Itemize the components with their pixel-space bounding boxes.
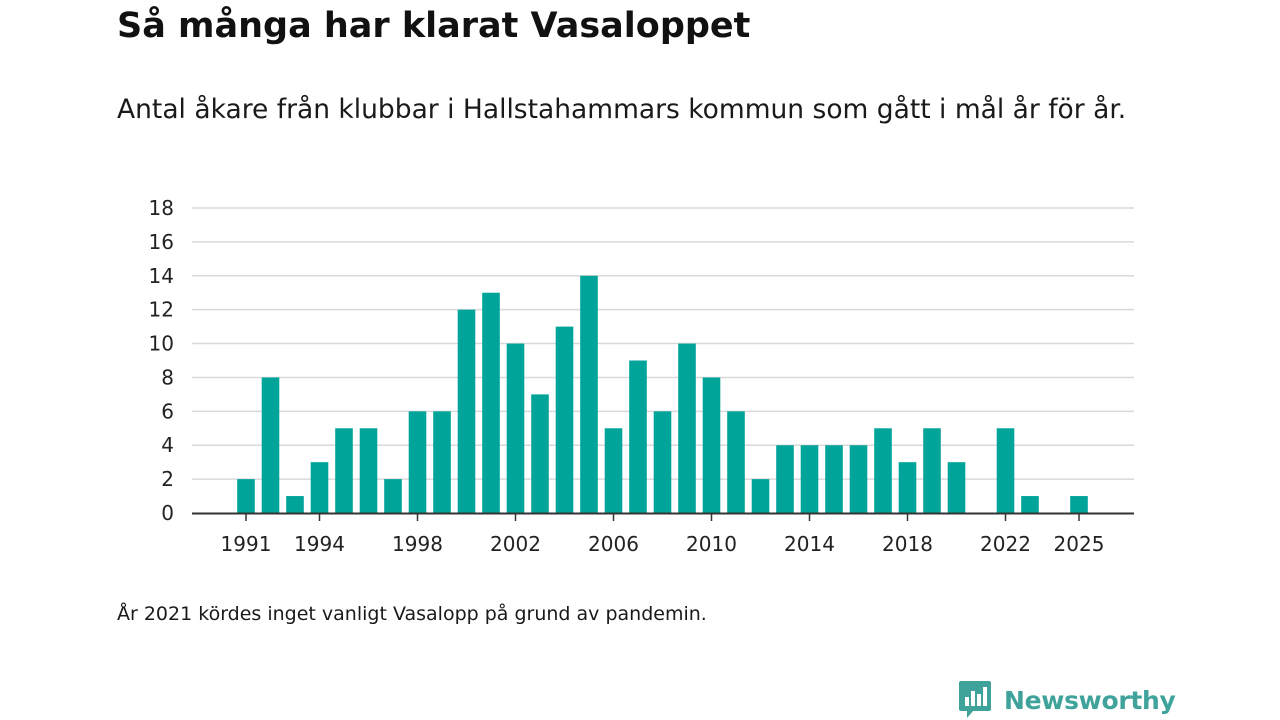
bar-2020 [947,462,966,513]
bar-2019 [923,428,941,513]
bar-2008 [653,411,672,513]
bar-1994 [310,462,329,513]
bar-2005 [580,275,598,513]
y-tick-label: 10 [149,332,174,356]
bar-2017 [874,428,892,513]
chart-title: Så många har klarat Vasaloppet [117,6,751,46]
x-tick-label: 2022 [980,532,1031,556]
bar-2001 [482,292,500,513]
newsworthy-logo-icon [959,681,991,718]
bar-2011 [727,411,745,513]
newsworthy-logo: Newsworthy [958,680,1176,720]
bar-2006 [604,428,623,513]
x-tick-label: 2018 [882,532,933,556]
bars [237,275,1088,513]
x-tick-label: 2010 [686,532,737,556]
x-tick-label: 2002 [490,532,541,556]
x-tick-label: 1991 [221,532,272,556]
bar-2014 [800,445,819,513]
bar-2022 [996,428,1015,513]
bar-1999 [433,411,451,513]
bar-2018 [898,462,917,513]
axes: 0 2 4 6 8 10 12 14 16 18 1991 1994 1998 2002 2006 2010 2… [149,196,1134,556]
x-tick-label: 1998 [392,532,443,556]
y-tick-label: 12 [149,298,174,322]
bar-1991 [237,479,255,513]
x-tick-label: 2025 [1054,532,1105,556]
bar-2013 [776,445,794,513]
brand-name: Newsworthy [1004,685,1176,715]
bar-2007 [629,360,647,513]
bar-2023 [1021,496,1039,513]
bar-1993 [286,496,304,513]
footnote: År 2021 kördes inget vanligt Vasalopp på… [117,603,707,625]
bar-1992 [261,377,280,513]
x-tick-label: 2006 [588,532,639,556]
bar-2015 [825,445,843,513]
bar-2016 [849,445,868,513]
x-tick-label: 1994 [294,532,345,556]
bar-2025 [1070,496,1088,513]
bar-2000 [457,309,476,513]
y-tick-label: 0 [161,501,174,525]
y-tick-label: 16 [149,230,174,254]
y-tick-label: 2 [161,467,174,491]
y-tick-label: 6 [161,399,174,423]
bar-1995 [335,428,353,513]
bar-1996 [359,428,378,513]
bar-2009 [678,343,696,513]
bar-2010 [702,377,721,513]
bar-1998 [408,411,427,513]
y-tick-label: 8 [161,365,174,389]
chart-subtitle: Antal åkare från klubbar i Hallstahammar… [117,94,1127,125]
bar-1997 [384,479,402,513]
y-tick-label: 18 [149,196,174,220]
bar-2003 [531,394,549,513]
y-tick-label: 4 [161,433,174,457]
bar-2012 [751,479,770,513]
x-tick-label: 2014 [784,532,835,556]
bar-2002 [506,343,525,513]
bar-2004 [555,326,574,513]
bar-chart: 0 2 4 6 8 10 12 14 16 18 1991 1994 1998 2002 2006 2010 2… [149,196,1134,556]
y-tick-label: 14 [149,264,174,288]
